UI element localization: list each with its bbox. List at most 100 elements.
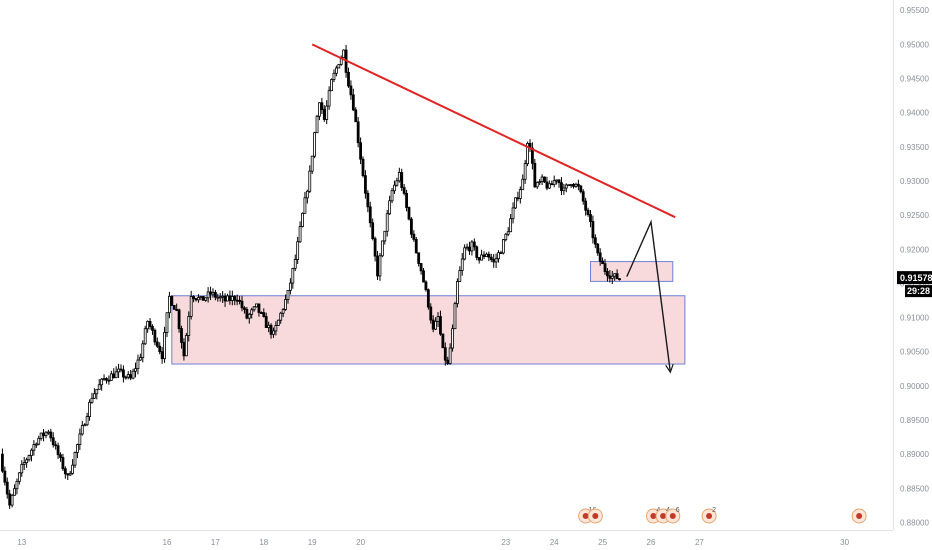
candle-body [56, 445, 60, 456]
candle-body [606, 271, 609, 277]
candle-body [470, 241, 474, 252]
candle-body [547, 183, 551, 189]
candle-body [383, 230, 387, 242]
candle-body [153, 329, 157, 343]
event-flag-icon [650, 513, 657, 519]
candle-body [417, 252, 421, 264]
candle-body [320, 102, 324, 110]
candle-body [76, 444, 79, 453]
candle-body [535, 181, 539, 188]
candle-body [434, 321, 438, 330]
candle-body [221, 295, 225, 298]
candle-body [586, 209, 590, 215]
x-tick-label: 30 [840, 538, 849, 547]
candle-body [429, 306, 433, 321]
candle-body [51, 437, 55, 446]
candle-body [34, 443, 38, 446]
candle-body [37, 438, 41, 445]
candle-body [424, 281, 428, 291]
countdown-bg [905, 285, 932, 298]
candle-body [347, 71, 350, 87]
candle-body [543, 176, 546, 183]
candle-body [117, 368, 120, 373]
candle-body [567, 184, 571, 187]
candle-body [371, 222, 375, 240]
candle-body [463, 247, 467, 260]
projection-arrow [626, 219, 671, 372]
candle-body [197, 297, 200, 301]
candle-body [289, 282, 292, 291]
candle-body [226, 295, 229, 302]
candle-body [412, 233, 416, 240]
candle-body [223, 295, 227, 302]
candle-body [325, 105, 329, 120]
candle-body [376, 255, 379, 277]
resistance-trendline [311, 43, 676, 219]
candle-body [194, 298, 198, 301]
candle-body [562, 187, 566, 192]
time-axis[interactable]: 13 16 17 18 19 20 23 24 25 26 27 30 [17, 538, 849, 547]
candle-body [385, 213, 389, 232]
candle-body [230, 296, 234, 301]
candle-body [564, 184, 568, 189]
candle-body [526, 142, 529, 165]
candle-body [487, 253, 491, 258]
candle-body [238, 299, 241, 302]
candle-body [172, 305, 176, 310]
candle-body [170, 295, 174, 306]
candle-body [291, 268, 295, 284]
candle-body [497, 252, 500, 260]
candle-body [49, 431, 53, 439]
candle-body [129, 374, 133, 379]
x-tick-label: 24 [550, 538, 559, 547]
candle-body [10, 494, 14, 506]
candle-body [359, 142, 362, 160]
candle-body [5, 481, 9, 495]
candle-body [158, 345, 162, 353]
current-price-tag: 0.91578 29:28 [897, 271, 932, 298]
candle-body [598, 252, 602, 262]
x-tick-label: 23 [501, 538, 510, 547]
candle-body [601, 260, 604, 265]
candle-body [151, 326, 154, 331]
candle-body [581, 191, 585, 202]
candle-body [332, 72, 336, 80]
y-tick-label: 0.92500 [900, 211, 929, 220]
event-flag-icon [706, 513, 713, 519]
candle-body [593, 237, 597, 245]
candle-body [73, 452, 77, 466]
candle-body [148, 321, 152, 327]
price-axis[interactable]: 0.95500 0.95000 0.94500 0.94000 0.93500 0.930… [900, 6, 929, 527]
candle-body [218, 296, 222, 299]
y-tick-label: 0.91000 [900, 314, 929, 323]
candle-body [146, 321, 150, 330]
candle-body [426, 289, 430, 308]
candle-body [366, 192, 370, 208]
candle-body [213, 291, 217, 298]
candle-body [330, 79, 333, 92]
candle-body [380, 240, 384, 257]
x-tick-label: 27 [695, 538, 704, 547]
candle-body [584, 200, 588, 211]
candle-body [337, 64, 341, 69]
candle-body [272, 330, 275, 335]
candle-body [107, 379, 111, 382]
candle-body [485, 253, 488, 257]
candle-body [533, 162, 537, 188]
candle-body [259, 312, 263, 314]
candle-body [63, 468, 67, 475]
candle-body [204, 297, 208, 301]
candle-body [511, 207, 515, 220]
candle-body [555, 179, 559, 182]
candle-body [405, 192, 408, 208]
candle-body [504, 233, 508, 241]
candle-body [284, 299, 287, 310]
candle-body [274, 325, 278, 332]
candle-body [201, 296, 205, 301]
candle-body [95, 388, 99, 395]
x-tick-label: 13 [17, 538, 26, 547]
candle-body [361, 158, 365, 177]
candle-body [400, 172, 404, 188]
countdown-label: 29:28 [907, 286, 930, 296]
